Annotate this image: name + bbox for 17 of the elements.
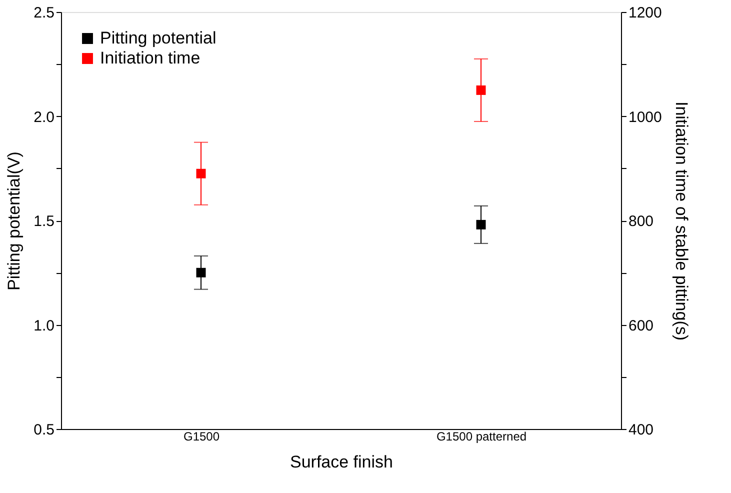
- x-tick-label: G1500 patterned: [436, 430, 527, 444]
- y2-tick-label: 600: [628, 317, 654, 334]
- y-tick-label: 0.5: [34, 422, 54, 438]
- y2-tick-label: 1000: [628, 108, 662, 126]
- y2-axis-title: Initiation time of stable pitting(s): [672, 101, 691, 341]
- y2-tick-label: 800: [628, 213, 654, 230]
- y-tick-label: 1.0: [34, 317, 54, 334]
- y-axis-title: Pitting potential(V): [4, 152, 24, 290]
- y2-tick-label: 400: [628, 422, 654, 438]
- x-axis-title: Surface finish: [290, 452, 393, 472]
- legend-label: Initiation time: [100, 48, 200, 68]
- x-tick-label: G1500: [183, 430, 220, 444]
- legend-label: Pitting potential: [100, 28, 216, 48]
- y-tick-label: 1.5: [34, 213, 54, 230]
- y-tick-label: 2.5: [34, 4, 54, 22]
- y2-tick-label: 1200: [628, 4, 662, 22]
- y-tick-label: 2.0: [34, 108, 54, 126]
